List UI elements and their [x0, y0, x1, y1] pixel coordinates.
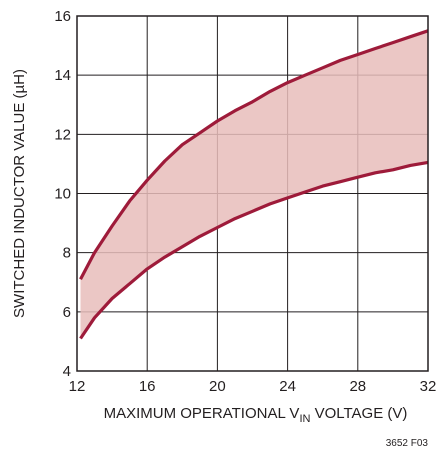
y-tick-label: 6 [63, 304, 71, 321]
x-axis-title-subscript: IN [299, 413, 310, 425]
y-tick-label: 4 [63, 363, 71, 380]
y-tick-label: 16 [54, 8, 71, 25]
shaded-band [80, 30, 428, 339]
y-tick-label: 12 [54, 126, 71, 143]
x-tick-label: 32 [420, 378, 437, 395]
x-tick-label: 28 [349, 378, 366, 395]
y-axis-title: SWITCHED INDUCTOR VALUE (µH) [11, 69, 28, 318]
y-tick-label: 10 [54, 186, 71, 203]
x-tick-label: 12 [69, 378, 86, 395]
x-axis-title-tail: VOLTAGE (V) [310, 405, 407, 422]
x-tick-label: 20 [209, 378, 226, 395]
x-tick-label: 24 [279, 378, 296, 395]
lower-bound-line [79, 160, 429, 340]
x-tick-label: 16 [139, 378, 156, 395]
figure-id: 3652 F03 [386, 438, 429, 449]
x-axis-title: MAXIMUM OPERATIONAL VIN VOLTAGE (V) [104, 405, 408, 425]
plot-frame [76, 15, 429, 372]
x-axis-title-main: MAXIMUM OPERATIONAL V [104, 405, 300, 422]
y-tick-labels: 4 6 8 10 12 14 16 [54, 8, 71, 380]
x-tick-labels: 12 16 20 24 28 32 [69, 378, 437, 395]
upper-bound-line [79, 29, 429, 281]
y-tick-label: 14 [54, 67, 71, 84]
y-tick-label: 8 [63, 245, 71, 262]
